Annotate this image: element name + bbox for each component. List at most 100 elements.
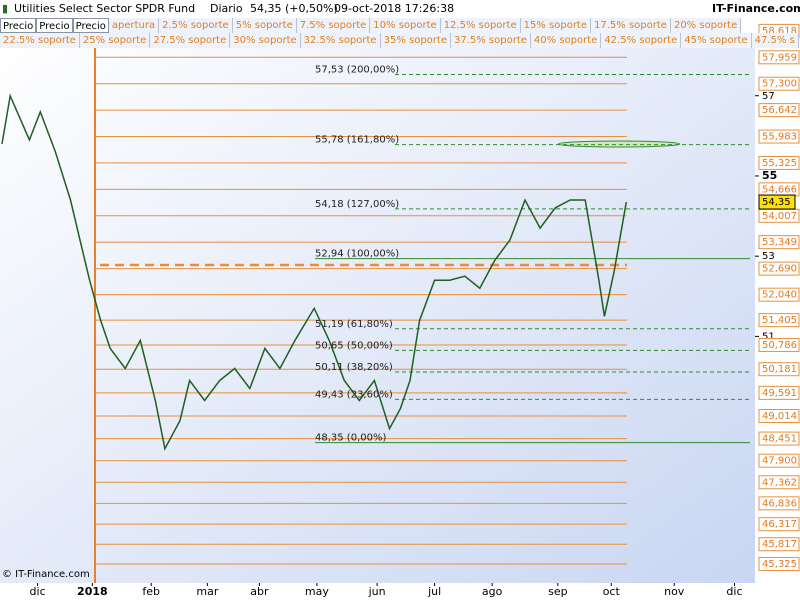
level-toggle[interactable]: 22.5% soporte bbox=[0, 33, 80, 48]
level-toggle[interactable]: 25% soporte bbox=[80, 33, 151, 48]
support-label: 51,405 bbox=[762, 315, 797, 326]
last-price-label: 54,35 bbox=[762, 197, 791, 208]
logo-mark: ▮ bbox=[2, 2, 9, 15]
y-tick-label: 55 bbox=[762, 169, 777, 182]
support-label-box bbox=[758, 235, 800, 250]
x-tick-label: 2018 bbox=[77, 585, 108, 598]
level-toggle[interactable]: 30% soporte bbox=[230, 33, 301, 48]
last-change: 54,35 (+0,50%) bbox=[250, 2, 338, 15]
support-label: 54,666 bbox=[762, 184, 797, 195]
support-label-box bbox=[758, 475, 800, 490]
support-label: 47,362 bbox=[762, 477, 797, 488]
support-label: 58,618 bbox=[762, 26, 797, 37]
fibonacci-label: 49,43 (23,60%) bbox=[315, 389, 393, 400]
x-tick-label: ago bbox=[482, 585, 503, 598]
fibonacci-label: 50,11 (38,20%) bbox=[315, 362, 393, 373]
level-toggle[interactable]: 20% soporte bbox=[671, 18, 742, 33]
fibonacci-label: 48,35 (0,00%) bbox=[315, 433, 386, 444]
watermark: © IT-Finance.com bbox=[2, 569, 90, 580]
level-toggle[interactable]: 15% soporte bbox=[521, 18, 592, 33]
timestamp: 09-oct-2018 17:26:38 bbox=[334, 2, 455, 15]
support-label-box bbox=[758, 453, 800, 468]
level-toggle[interactable]: 12.5% soporte bbox=[441, 18, 521, 33]
level-toggle[interactable]: 42.5% soporte bbox=[601, 33, 682, 48]
price-line bbox=[1, 93, 628, 451]
level-toggle[interactable]: 2.5% soporte bbox=[159, 18, 233, 33]
price-button[interactable]: Precio bbox=[36, 18, 73, 33]
support-label: 57,959 bbox=[762, 52, 797, 63]
fibonacci-label: 50,65 (50,00%) bbox=[315, 340, 393, 351]
support-label: 46,836 bbox=[762, 498, 797, 509]
support-label: 55,325 bbox=[762, 158, 797, 169]
support-label-box bbox=[758, 50, 800, 65]
support-label: 54,007 bbox=[762, 211, 797, 222]
plot-background bbox=[0, 34, 755, 583]
site-name: IT-Finance.com bbox=[712, 2, 800, 15]
instrument-name: Utilities Select Sector SPDR Fund bbox=[14, 2, 196, 15]
x-tick-label: nov bbox=[664, 585, 685, 598]
support-label: 57,300 bbox=[762, 79, 797, 90]
target-ellipse bbox=[557, 140, 681, 148]
level-toggle[interactable]: 5% soporte bbox=[233, 18, 297, 33]
price-button[interactable]: Precio bbox=[72, 18, 109, 33]
x-tick-label: abr bbox=[250, 585, 269, 598]
support-label-box bbox=[758, 496, 800, 511]
support-label: 49,591 bbox=[762, 388, 797, 399]
support-label: 50,786 bbox=[762, 340, 797, 351]
support-label-box bbox=[758, 431, 800, 446]
support-label-box bbox=[758, 129, 800, 144]
support-label: 46,317 bbox=[762, 519, 797, 530]
toolbar: Precio Precio Precio apertura 2.5% soporte 5%… bbox=[0, 18, 742, 33]
level-toggle[interactable]: apertura bbox=[109, 18, 160, 33]
level-toggle[interactable]: 7.5% soporte bbox=[297, 18, 371, 33]
support-label-box bbox=[758, 517, 800, 532]
x-tick-label: feb bbox=[142, 585, 160, 598]
support-label: 45,325 bbox=[762, 559, 797, 570]
toolbar: 22.5% soporte 25% soporte 27.5% soporte 30%… bbox=[0, 33, 799, 48]
last-price-box bbox=[758, 194, 796, 210]
y-tick-label: 53 bbox=[762, 251, 775, 262]
fibonacci-label: 51,19 (61,80%) bbox=[315, 319, 393, 330]
support-label-box bbox=[758, 362, 800, 377]
support-label: 52,690 bbox=[762, 264, 797, 275]
x-tick-label: mar bbox=[196, 585, 218, 598]
x-tick-label: jul bbox=[427, 585, 441, 598]
x-tick-label: jun bbox=[368, 585, 386, 598]
support-label-box bbox=[758, 337, 800, 352]
x-tick-label: oct bbox=[603, 585, 621, 598]
period: Diario bbox=[210, 2, 243, 15]
header: ▮ Utilities Select Sector SPDR Fund Diar… bbox=[0, 0, 800, 18]
fibonacci-label: 57,53 (200,00%) bbox=[315, 65, 399, 76]
fibonacci-label: 54,18 (127,00%) bbox=[315, 199, 399, 210]
support-label: 49,014 bbox=[762, 411, 797, 422]
support-label-box bbox=[758, 287, 800, 302]
level-toggle[interactable]: 10% soporte bbox=[370, 18, 441, 33]
price-button[interactable]: Precio bbox=[0, 18, 37, 33]
level-toggle[interactable]: 37.5% soporte bbox=[451, 33, 531, 48]
support-label-box bbox=[758, 537, 800, 552]
support-label: 52,040 bbox=[762, 290, 797, 301]
support-label-box bbox=[758, 261, 800, 276]
support-label-box bbox=[758, 556, 800, 571]
level-toggle[interactable]: 45% soporte bbox=[681, 33, 752, 48]
level-toggle[interactable]: 27.5% soporte bbox=[150, 33, 231, 48]
support-label: 55,983 bbox=[762, 132, 797, 143]
x-tick-label: sep bbox=[548, 585, 567, 598]
support-label: 45,817 bbox=[762, 539, 797, 550]
support-label: 47,900 bbox=[762, 456, 797, 467]
level-toggle[interactable]: 17.5% soporte bbox=[591, 18, 671, 33]
support-label: 48,451 bbox=[762, 434, 797, 445]
support-label-box bbox=[758, 385, 800, 400]
level-toggle[interactable]: 35% soporte bbox=[381, 33, 451, 48]
support-label: 53,349 bbox=[762, 237, 797, 248]
support-label: 56,642 bbox=[762, 105, 797, 116]
level-toggle[interactable]: 32.5% soporte bbox=[301, 33, 381, 48]
level-toggle[interactable]: 47.5% s bbox=[752, 33, 799, 48]
support-label: 50,181 bbox=[762, 364, 797, 375]
support-label-box bbox=[758, 409, 800, 424]
y-tick-label: 57 bbox=[762, 91, 775, 102]
level-toggle[interactable]: 40% soporte bbox=[531, 33, 602, 48]
x-tick-label: dic bbox=[726, 585, 742, 598]
fibonacci-label: 55,78 (161,80%) bbox=[315, 135, 399, 146]
